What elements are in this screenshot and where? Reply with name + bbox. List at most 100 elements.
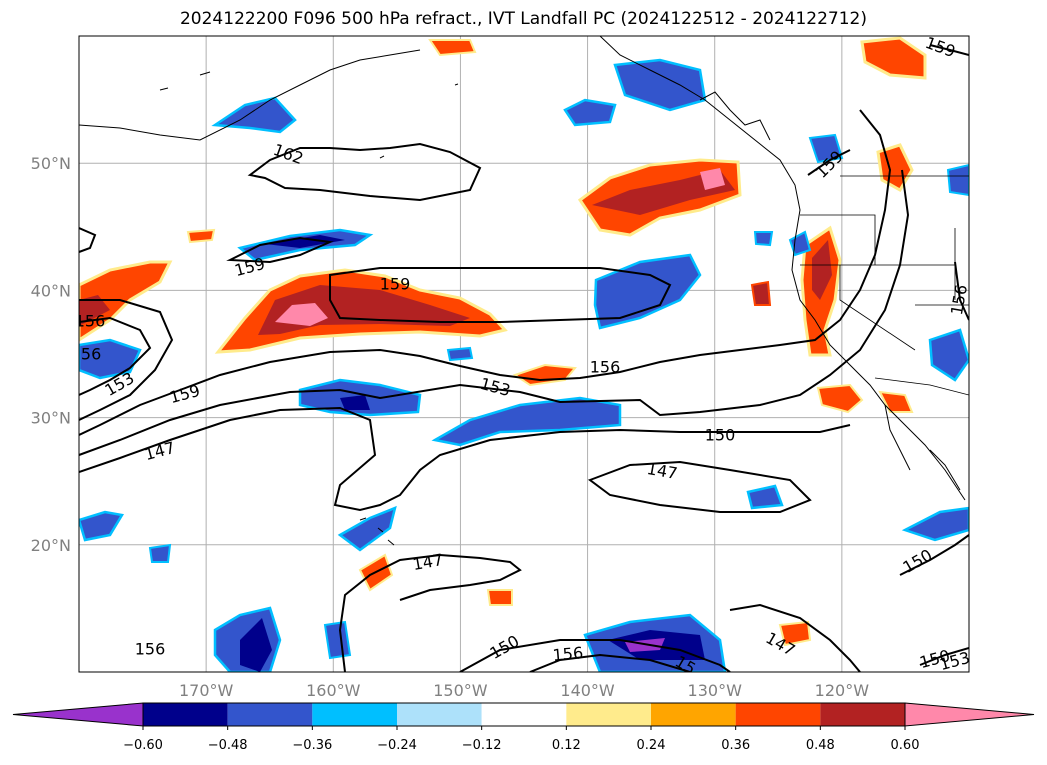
contour-layer — [79, 44, 969, 672]
contour-line — [79, 316, 152, 396]
contour-line — [807, 149, 851, 176]
map-area: 1621591591591591561561561531591471531561… — [71, 33, 971, 672]
contour-line — [929, 44, 969, 56]
colorbar-segment — [481, 703, 567, 726]
contour-label: 159 — [923, 33, 958, 61]
negative-anomaly-region — [79, 510, 125, 542]
colorbar-tick-label: 0.12 — [552, 738, 581, 753]
contour-label: 159 — [168, 381, 202, 407]
canadian-archipelago — [699, 91, 771, 141]
contour-line — [247, 142, 482, 202]
colorbar-extend-high — [904, 702, 1035, 727]
negative-anomaly-core — [265, 235, 345, 248]
contour-label: 156 — [552, 643, 584, 665]
contour-label: 162 — [271, 140, 306, 168]
negative-anomaly-region — [788, 230, 812, 257]
positive-anomaly-region — [778, 620, 812, 647]
contour-line — [79, 406, 851, 512]
colorbar-tick-label: −0.12 — [462, 738, 502, 753]
negative-anomaly-region — [431, 396, 622, 447]
positive-anomaly-peak — [275, 303, 328, 326]
colorbar-segment — [735, 703, 821, 726]
longitude-label: 140°W — [560, 681, 615, 700]
contour-line — [899, 534, 969, 576]
contour-line — [459, 639, 731, 672]
map-frame — [78, 35, 970, 673]
colorbar-segment — [227, 703, 313, 726]
longitude-label: 170°W — [179, 681, 234, 700]
contour-line — [79, 227, 97, 253]
contour-label: 156 — [590, 358, 621, 377]
colorbar-segment — [651, 703, 736, 726]
baja-coastline — [884, 404, 961, 491]
colorbar-tick-label: −0.48 — [208, 738, 248, 753]
latitude-label: 40°N — [31, 281, 71, 300]
colorbar-segment — [566, 703, 651, 726]
colorbar-segment — [820, 703, 905, 726]
positive-anomaly-region — [428, 39, 477, 57]
negative-anomaly-core — [240, 618, 272, 672]
anomaly-fill-layer — [79, 36, 969, 672]
longitude-label: 150°W — [433, 681, 488, 700]
negative-anomaly-region — [746, 484, 784, 510]
negative-anomaly-region — [211, 96, 297, 134]
contour-label: 159 — [233, 254, 267, 280]
contour-label: 156 — [71, 345, 102, 364]
colorbar-tick-label: −0.24 — [377, 738, 417, 753]
latitude-label: 20°N — [31, 536, 71, 555]
hawaii-islands — [359, 517, 395, 546]
contour-label: 150 — [487, 631, 523, 663]
state-boundary — [800, 214, 969, 351]
contour-line — [226, 236, 334, 264]
colorbar-segment — [312, 703, 397, 726]
latitude-label: 30°N — [31, 409, 71, 428]
coastline-layer — [79, 36, 966, 546]
negative-anomaly-region — [593, 253, 702, 330]
colorbar-tick-label: 0.60 — [891, 738, 920, 753]
negative-anomaly-region — [79, 338, 142, 380]
contour-label: 156 — [947, 283, 971, 316]
colorbar: −0.60 −0.48 −0.36 −0.24 −0.12 0.12 0.24 0.36 0.4… — [12, 702, 1035, 753]
contour-label: 147 — [645, 459, 678, 483]
latitude-label: 50°N — [31, 154, 71, 173]
negative-anomaly-region — [323, 620, 352, 660]
negative-anomaly-region — [946, 163, 969, 197]
latitude-labels: 50°N 40°N 30°N 20°N — [31, 154, 71, 555]
longitude-label: 160°W — [306, 681, 361, 700]
negative-anomaly-region — [613, 58, 707, 112]
us-mexico-border — [874, 377, 969, 396]
longitude-labels: 170°W 160°W 150°W 140°W 130°W 120°W — [179, 681, 869, 700]
contour-line — [338, 553, 522, 672]
contour-line — [587, 460, 812, 513]
positive-anomaly-core — [79, 295, 110, 326]
contour-line — [529, 653, 691, 672]
contour-label: 150 — [705, 426, 736, 445]
colorbar-tick-label: 0.48 — [806, 738, 835, 753]
border-layer — [800, 175, 969, 396]
contour-label: 147 — [143, 438, 177, 464]
contour-label: 156 — [135, 640, 166, 659]
colorbar-tick-label: 0.36 — [721, 738, 750, 753]
contour-label-layer: 1621591591591591561561561531591471531561… — [71, 33, 971, 672]
aleutian-islands — [159, 71, 459, 159]
positive-anomaly-peak — [700, 168, 725, 190]
contour-label: 159 — [380, 275, 411, 294]
colorbar-outline — [142, 702, 906, 727]
colorbar-tick-label: 0.24 — [637, 738, 666, 753]
graticule — [79, 36, 969, 672]
positive-anomaly-region — [860, 36, 927, 80]
negative-anomaly-region — [808, 133, 844, 164]
colorbar-tick-label: −0.36 — [292, 738, 332, 753]
north-america-coastline — [599, 36, 966, 501]
negative-anomaly-region — [446, 346, 474, 362]
positive-anomaly-region — [876, 143, 914, 193]
negative-anomaly-region — [148, 543, 172, 563]
positive-anomaly-region — [750, 280, 772, 306]
contour-line — [79, 169, 910, 456]
alaska-coastline — [79, 49, 421, 141]
contour-line — [79, 299, 174, 421]
colorbar-segment — [397, 703, 482, 726]
positive-anomaly-region — [486, 589, 513, 606]
negative-anomaly-region — [928, 328, 969, 382]
